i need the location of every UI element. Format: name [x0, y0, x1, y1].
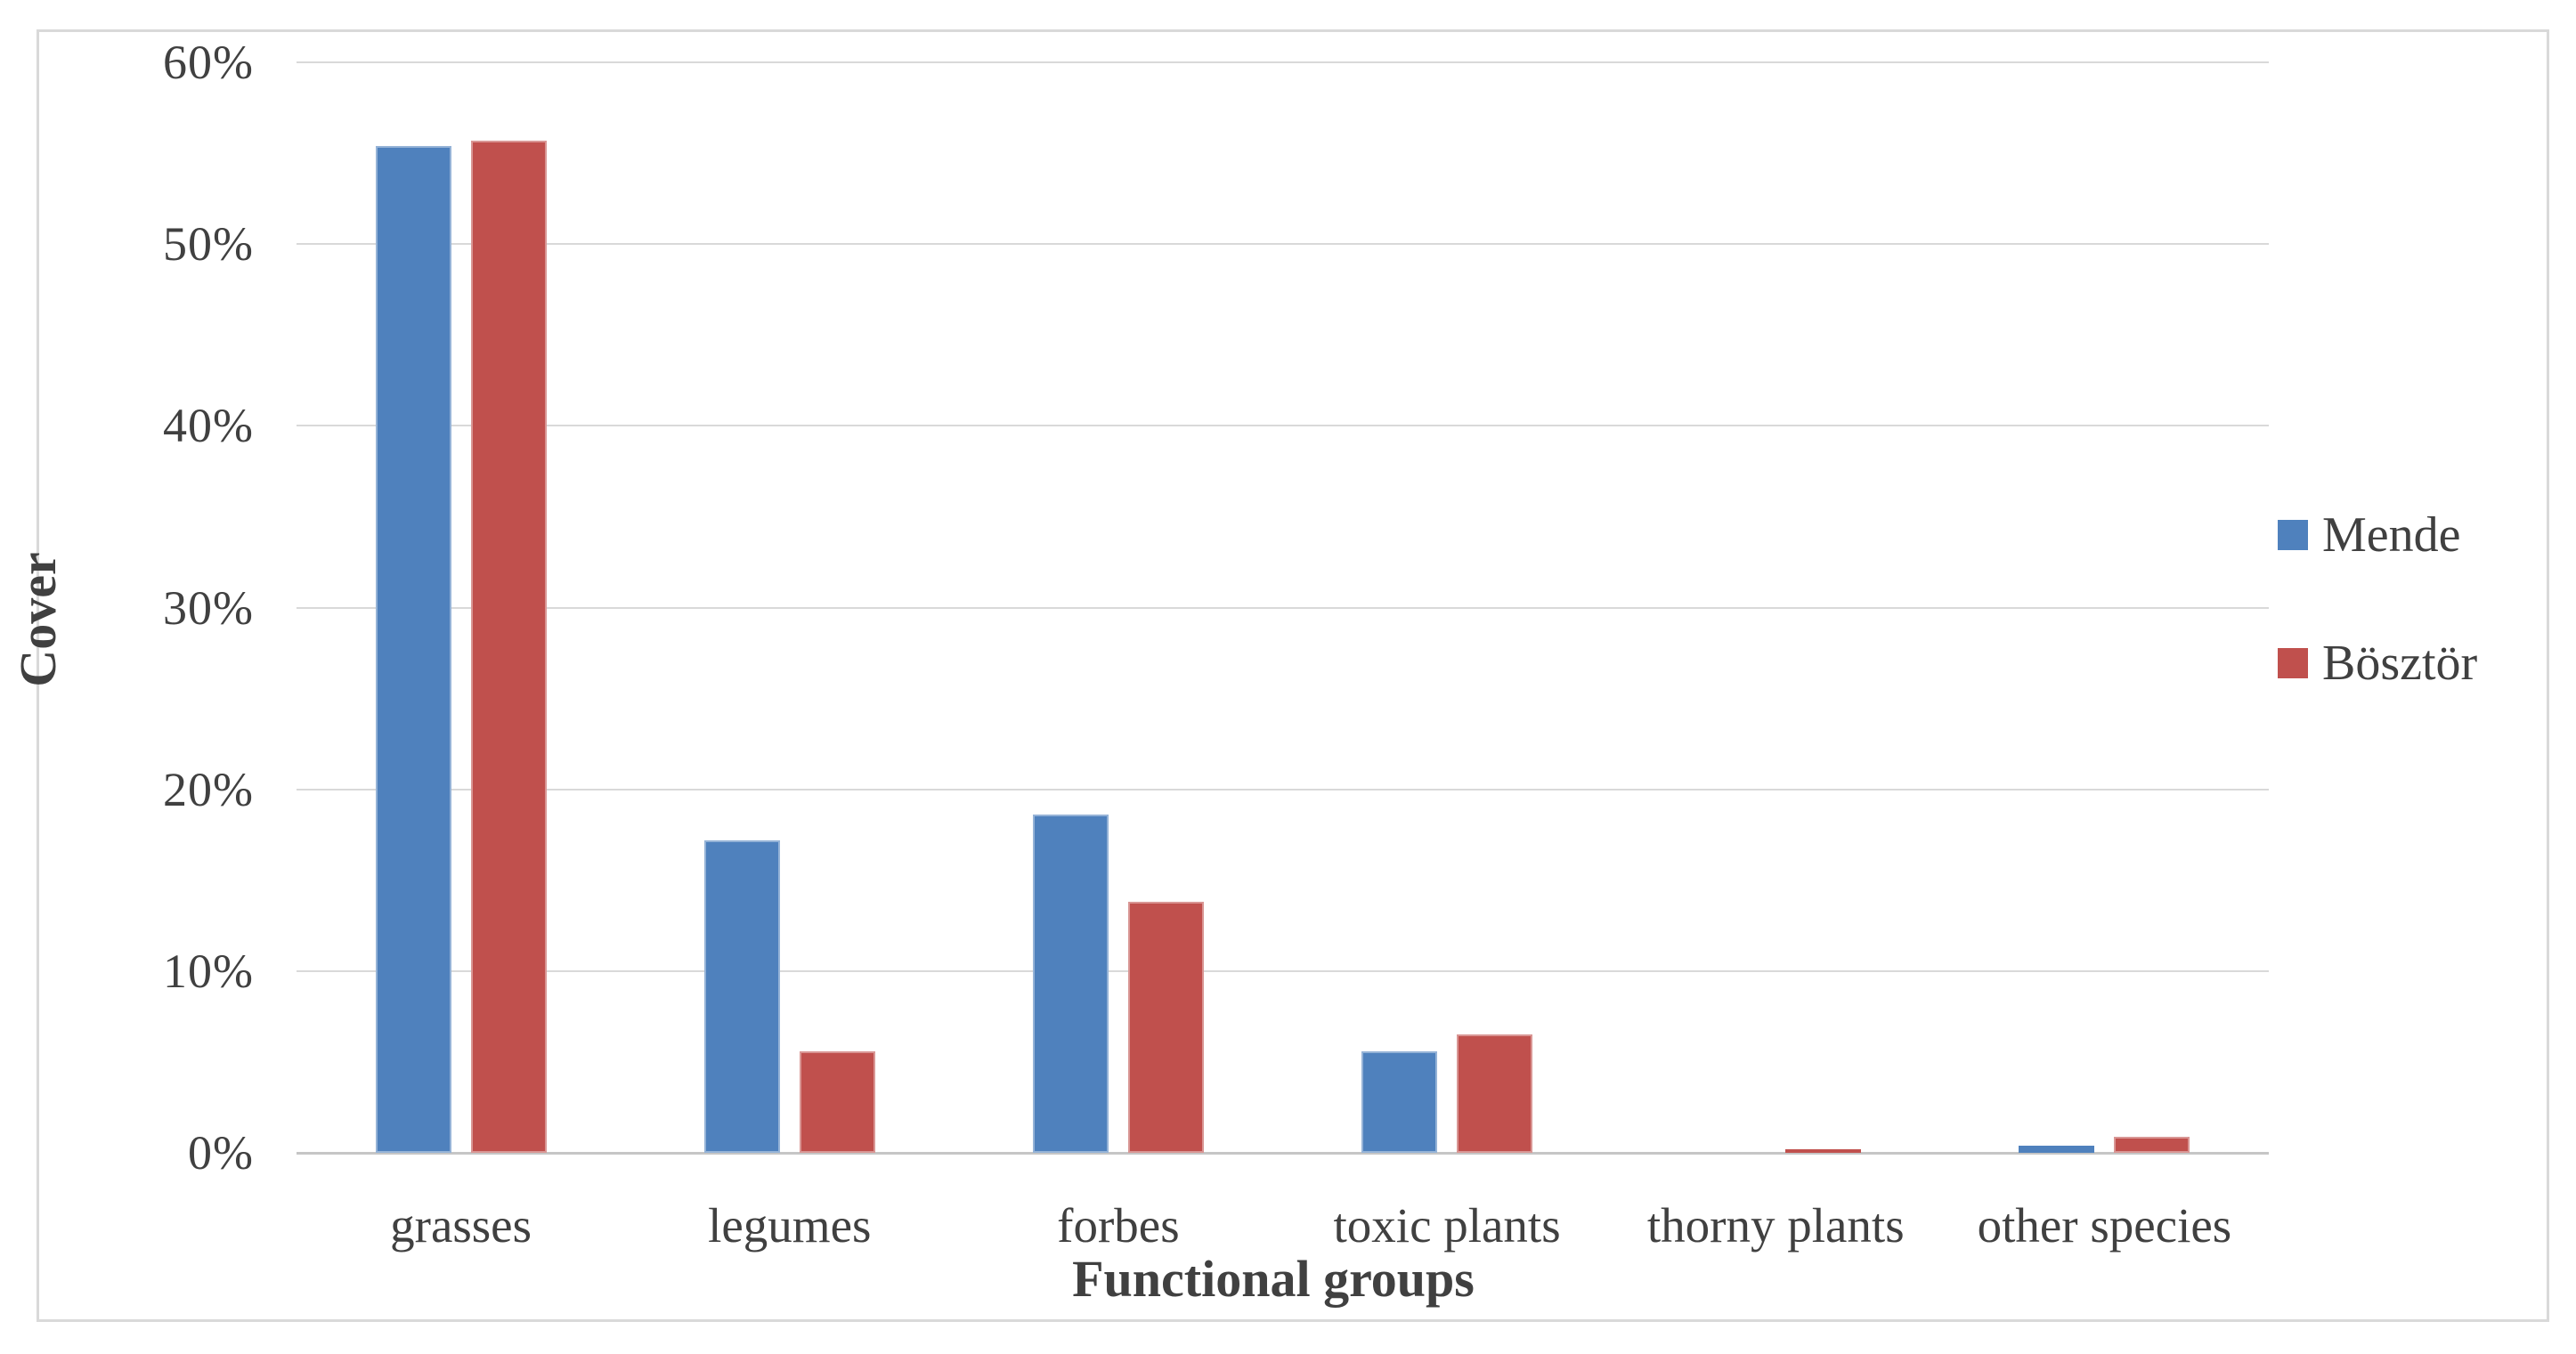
legend-item-bosztor: Bösztör — [2278, 638, 2477, 688]
bar-mende-other-species — [2019, 1145, 2095, 1153]
bar-mende-toxic-plants — [1361, 1050, 1438, 1153]
x-tick-label-grasses: grasses — [390, 1198, 532, 1253]
bar-mende-grasses — [375, 145, 451, 1153]
y-tick-label-0pct: 0% — [188, 1126, 254, 1180]
gridline-0pct — [297, 1152, 2269, 1155]
bar-bsztr-toxic-plants — [1457, 1034, 1533, 1153]
x-tick-label-other-species: other species — [1977, 1198, 2232, 1253]
gridline-30pct — [297, 606, 2269, 609]
y-tick-label-10pct: 10% — [163, 944, 254, 998]
gridline-50pct — [297, 243, 2269, 246]
bar-bsztr-grasses — [470, 140, 547, 1153]
gridline-10pct — [297, 969, 2269, 972]
bar-mende-legumes — [703, 839, 780, 1153]
x-tick-label-forbes: forbes — [1057, 1198, 1180, 1253]
y-axis-title: Cover — [9, 552, 67, 687]
x-tick-label-thorny-plants: thorny plants — [1646, 1198, 1905, 1253]
legend-item-mende: Mende — [2278, 510, 2477, 560]
legend: Mende Bösztör — [2278, 510, 2477, 688]
x-tick-label-legumes: legumes — [708, 1198, 872, 1253]
y-tick-label-60pct: 60% — [163, 36, 254, 89]
legend-swatch-bosztor-icon — [2278, 648, 2308, 678]
bar-bsztr-other-species — [2114, 1136, 2190, 1153]
gridline-60pct — [297, 61, 2269, 63]
x-axis-title: Functional groups — [1072, 1250, 1475, 1308]
legend-label-bosztor: Bösztör — [2322, 636, 2478, 691]
legend-label-mende: Mende — [2322, 507, 2461, 563]
y-tick-label-20pct: 20% — [163, 762, 254, 816]
gridline-40pct — [297, 425, 2269, 427]
bar-mende-forbes — [1032, 815, 1109, 1153]
y-tick-label-40pct: 40% — [163, 399, 254, 453]
bar-bsztr-legumes — [799, 1050, 875, 1153]
legend-swatch-mende-icon — [2278, 520, 2308, 550]
y-tick-label-50pct: 50% — [163, 217, 254, 272]
gridline-20pct — [297, 788, 2269, 791]
y-tick-label-30pct: 30% — [163, 580, 254, 635]
x-tick-label-toxic-plants: toxic plants — [1333, 1198, 1561, 1253]
bar-bsztr-forbes — [1127, 902, 1204, 1153]
bar-bsztr-thorny-plants — [1785, 1148, 1862, 1153]
